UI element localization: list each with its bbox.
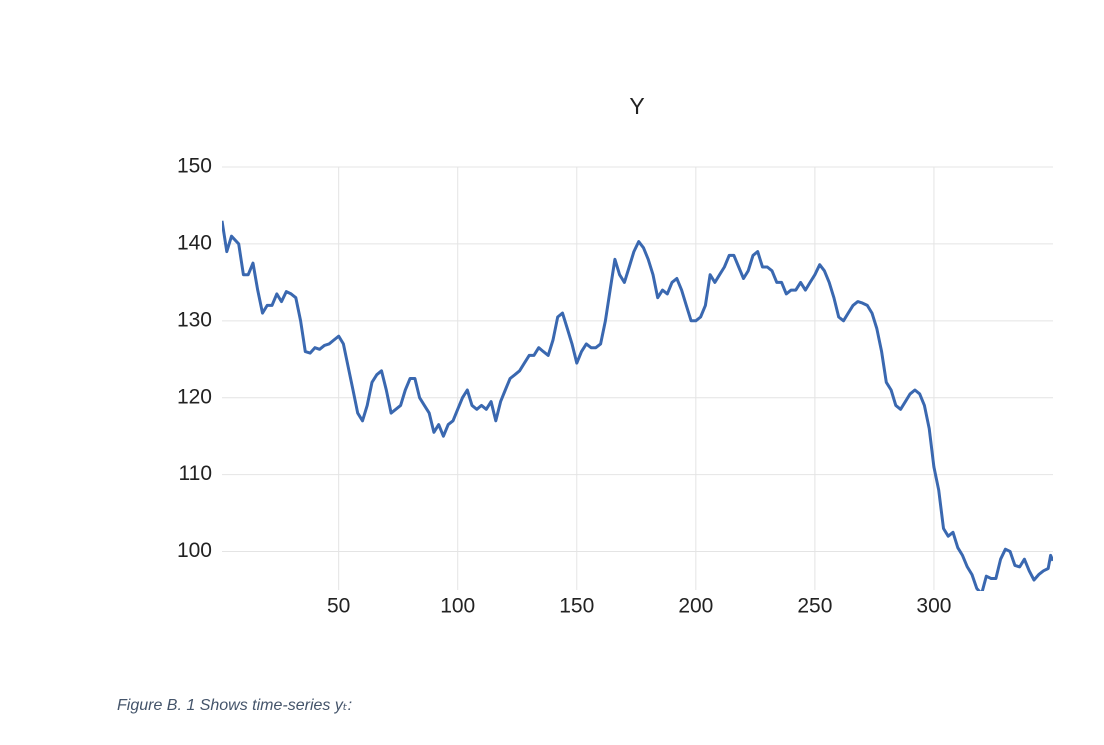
y-tick-label: 110 (179, 462, 212, 485)
y-tick-label: 120 (177, 385, 212, 408)
y-tick-label: 140 (177, 231, 212, 254)
chart-title: Y (629, 93, 644, 119)
x-tick-label: 150 (559, 595, 594, 618)
caption: Figure B. 1 Shows time-series yₜ: (117, 697, 352, 714)
y-tick-label: 100 (177, 539, 212, 562)
x-tick-label: 250 (797, 595, 832, 618)
y-tick-label: 130 (177, 308, 212, 331)
x-tick-label: 300 (916, 595, 951, 618)
y-tick-label: 150 (177, 155, 212, 178)
data-line (222, 220, 1053, 591)
x-tick-label: 200 (678, 595, 713, 618)
x-tick-label: 100 (440, 595, 475, 618)
x-tick-label: 50 (327, 595, 350, 618)
